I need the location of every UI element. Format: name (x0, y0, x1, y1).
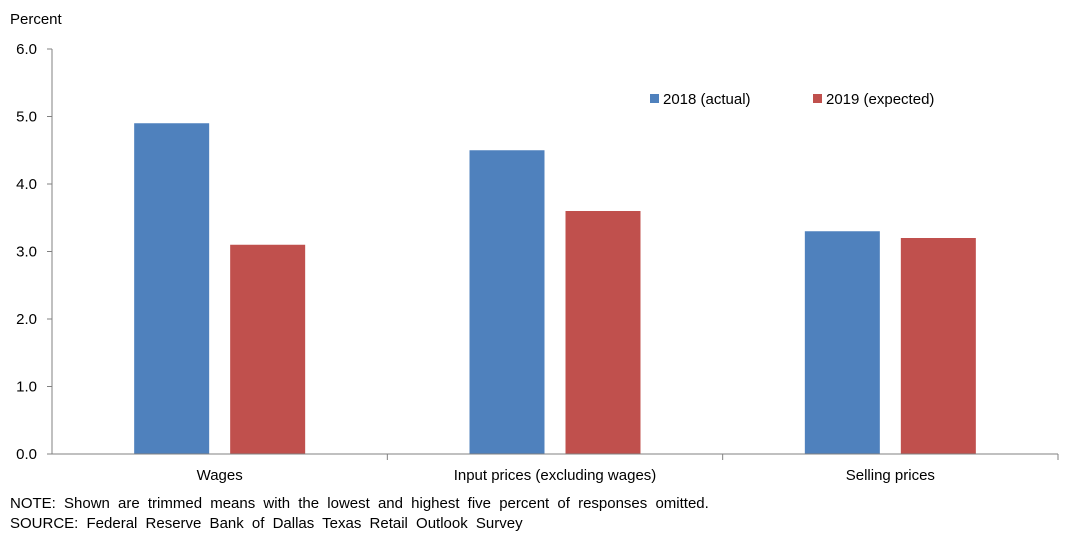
bar-2019-1 (565, 211, 641, 454)
bar-2018-0 (134, 123, 210, 454)
y-tick-label: 4.0 (16, 176, 37, 193)
y-tick-label: 0.0 (16, 446, 37, 463)
legend-label: 2018 (actual) (663, 91, 751, 108)
y-tick-label: 6.0 (16, 41, 37, 58)
y-axis-label: Percent (10, 11, 63, 28)
bar-2018-1 (469, 150, 545, 454)
legend-label: 2019 (expected) (826, 91, 934, 108)
legend: 2018 (actual) 2019 (expected) (650, 91, 934, 108)
y-tick-label: 3.0 (16, 244, 37, 261)
y-tick-label: 1.0 (16, 379, 37, 396)
bar-2018-2 (804, 231, 880, 454)
bar-2019-2 (900, 238, 976, 454)
note-text: NOTE: Shown are trimmed means with the l… (10, 495, 709, 512)
x-category-label: Input prices (excluding wages) (454, 467, 657, 484)
source-text: SOURCE: Federal Reserve Bank of Dallas T… (10, 515, 523, 532)
x-category-label: Wages (197, 467, 243, 484)
y-tick-label: 5.0 (16, 109, 37, 126)
x-category-label: Selling prices (846, 467, 935, 484)
y-tick-label: 2.0 (16, 311, 37, 328)
bar-chart: Percent 0.0 1.0 2.0 3.0 4.0 5.0 6.0 Wages Input… (10, 11, 1059, 484)
chart-notes: NOTE: Shown are trimmed means with the l… (10, 494, 709, 534)
legend-swatch (813, 94, 822, 103)
bar-2019-0 (230, 244, 306, 454)
legend-swatch (650, 94, 659, 103)
